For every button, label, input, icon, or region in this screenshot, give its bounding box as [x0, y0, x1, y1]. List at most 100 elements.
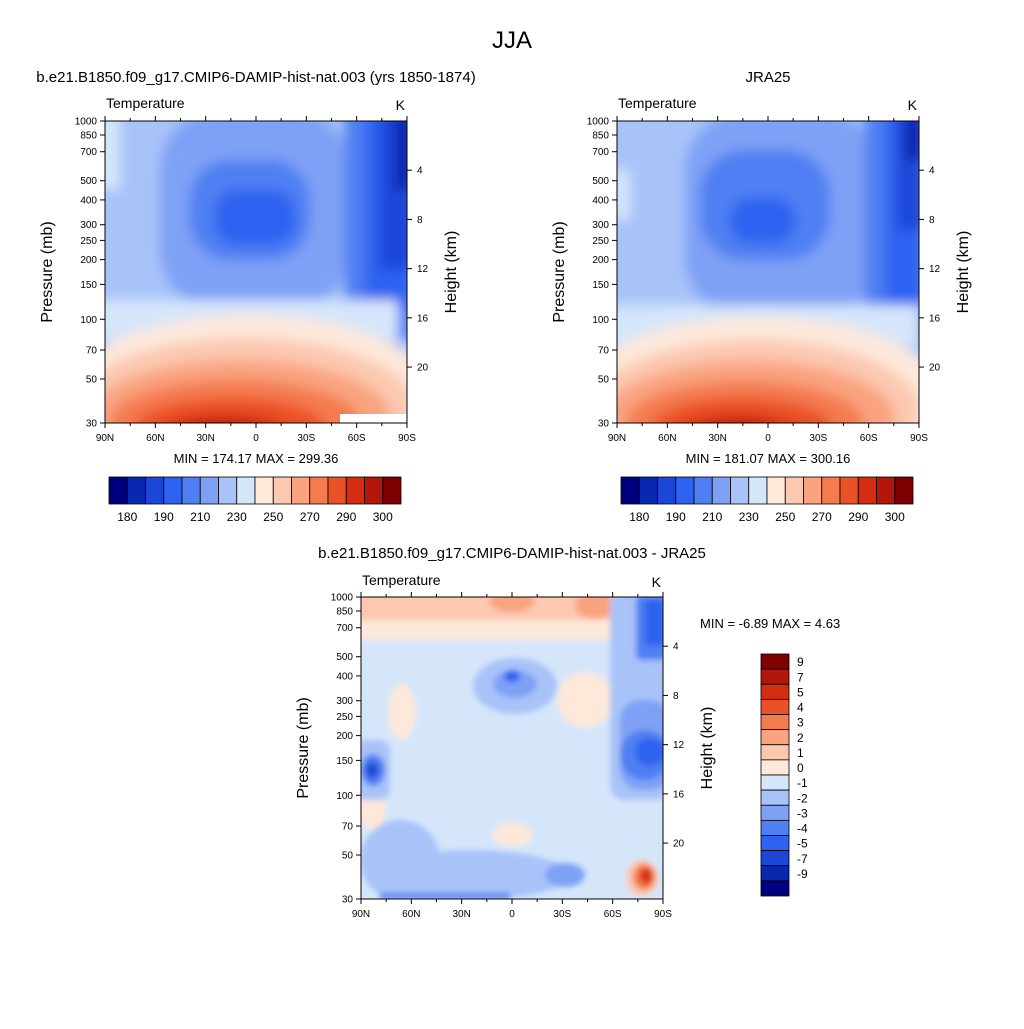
- panel-variable-label: Temperature: [362, 572, 441, 588]
- y-tick-label: 1000: [331, 593, 354, 604]
- colorbar-swatch: [760, 850, 790, 867]
- y-tick-label: 100: [336, 791, 353, 802]
- colorbar-swatch: [766, 476, 786, 505]
- colorbar-swatch: [760, 759, 790, 776]
- colorbar-label: 180: [117, 510, 137, 524]
- x-tick-label: 90S: [398, 433, 416, 444]
- y-tick-label: 300: [336, 696, 353, 707]
- panel-unit-label: K: [652, 574, 662, 590]
- colorbar-label: 0: [797, 761, 804, 775]
- contour-field: [617, 121, 919, 423]
- x-tick-label: 30S: [553, 909, 571, 920]
- colorbar-swatch: [291, 476, 311, 505]
- colorbar-label: 300: [885, 510, 905, 524]
- colorbar-swatch: [364, 476, 384, 505]
- y-tick-label: 70: [86, 346, 98, 357]
- y-tick-label: 200: [336, 731, 353, 742]
- y-tick-label: 300: [592, 220, 609, 231]
- colorbar-swatch: [145, 476, 165, 505]
- height-tick-label: 16: [417, 313, 429, 324]
- x-tick-label: 0: [765, 433, 771, 444]
- colorbar-label: 190: [666, 510, 686, 524]
- y-tick-label: 400: [80, 195, 97, 206]
- height-tick-label: 16: [929, 313, 941, 324]
- colorbar-swatch: [108, 476, 128, 505]
- colorbar-swatch: [894, 476, 914, 505]
- colorbar-swatch: [760, 880, 790, 897]
- colorbar-label: -9: [797, 867, 808, 881]
- panel-title: b.e21.B1850.f09_g17.CMIP6-DAMIP-hist-nat…: [36, 69, 475, 86]
- height-tick-label: 8: [673, 691, 679, 702]
- y-tick-label: 300: [80, 220, 97, 231]
- x-tick-label: 0: [253, 433, 259, 444]
- colorbar-swatch: [760, 698, 790, 715]
- colorbar-label: 230: [739, 510, 759, 524]
- y-tick-label: 700: [80, 147, 97, 158]
- y-tick-label: 700: [592, 147, 609, 158]
- colorbar-label: 290: [336, 510, 356, 524]
- colorbar-label: 210: [702, 510, 722, 524]
- x-tick-label: 60N: [146, 433, 164, 444]
- colorbar-label: 300: [373, 510, 393, 524]
- axis-label-left: Pressure (mb): [551, 221, 568, 322]
- x-tick-label: 90N: [96, 433, 114, 444]
- colorbar-swatch: [760, 668, 790, 685]
- colorbar-swatch: [657, 476, 677, 505]
- colorbar-label: -5: [797, 837, 808, 851]
- colorbar-swatch: [760, 804, 790, 821]
- x-tick-label: 90N: [608, 433, 626, 444]
- y-tick-label: 50: [86, 375, 98, 386]
- page-title: JJA: [492, 27, 532, 54]
- x-tick-label: 30N: [196, 433, 214, 444]
- min-max-text: MIN = 181.07 MAX = 300.16: [686, 451, 851, 466]
- colorbar-label: 270: [812, 510, 832, 524]
- colorbar-swatch: [760, 774, 790, 791]
- colorbar-swatch: [760, 789, 790, 806]
- y-tick-label: 1000: [75, 117, 98, 128]
- x-tick-label: 90S: [910, 433, 928, 444]
- height-tick-label: 4: [417, 166, 423, 177]
- y-tick-label: 500: [80, 176, 97, 187]
- y-tick-label: 30: [598, 419, 610, 430]
- colorbar-label: -1: [797, 776, 808, 790]
- colorbar-label: -2: [797, 791, 808, 805]
- panel-reanalysis: JRA25 Temperature K: [551, 69, 972, 524]
- x-tick-label: 60S: [348, 433, 366, 444]
- min-max-text: MIN = 174.17 MAX = 299.36: [174, 451, 339, 466]
- colorbar-swatch: [839, 476, 859, 505]
- colorbar-label: 3: [797, 716, 804, 730]
- height-tick-label: 20: [929, 363, 941, 374]
- height-tick-label: 4: [929, 166, 935, 177]
- colorbar-swatch: [218, 476, 238, 505]
- colorbar-swatch: [760, 744, 790, 761]
- panel-title: b.e21.B1850.f09_g17.CMIP6-DAMIP-hist-nat…: [318, 545, 706, 562]
- colorbar-swatch: [876, 476, 896, 505]
- colorbar-swatch: [236, 476, 256, 505]
- colorbar-swatch: [272, 476, 292, 505]
- axis-label-right: Height (km): [699, 707, 716, 790]
- colorbar-swatch: [181, 476, 201, 505]
- x-tick-label: 60S: [860, 433, 878, 444]
- x-tick-label: 90S: [654, 909, 672, 920]
- panel-unit-label: K: [908, 97, 918, 113]
- panel-model: b.e21.B1850.f09_g17.CMIP6-DAMIP-hist-nat…: [36, 69, 475, 524]
- colorbar-swatch: [254, 476, 274, 505]
- x-tick-label: 60S: [604, 909, 622, 920]
- min-max-text: MIN = -6.89 MAX = 4.63: [700, 616, 840, 631]
- y-tick-label: 700: [336, 623, 353, 634]
- colorbar-label: 190: [154, 510, 174, 524]
- y-tick-label: 250: [336, 712, 353, 723]
- colorbar-swatch: [748, 476, 768, 505]
- colorbar-label: 1: [797, 746, 804, 760]
- height-tick-label: 4: [673, 642, 679, 653]
- colorbar-label: 250: [263, 510, 283, 524]
- colorbar-label: -7: [797, 852, 808, 866]
- y-tick-label: 400: [336, 671, 353, 682]
- colorbar-swatch: [309, 476, 329, 505]
- colorbar-swatch: [711, 476, 731, 505]
- colorbar-swatch: [760, 683, 790, 700]
- colorbar-label: 5: [797, 685, 804, 699]
- y-tick-label: 250: [592, 236, 609, 247]
- colorbar-label: 4: [797, 701, 804, 715]
- colorbar-label: -4: [797, 822, 808, 836]
